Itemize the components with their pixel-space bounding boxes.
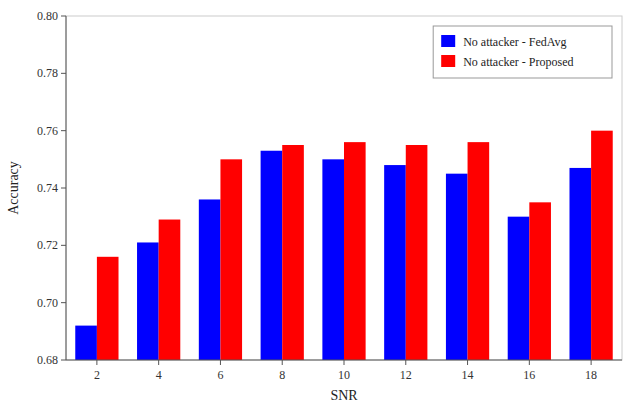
y-tick-label: 0.68 [37, 353, 58, 367]
x-tick [405, 360, 406, 365]
chart: 0.68 0.70 0.72 0.74 0.76 0.78 0.80 2 4 6 8 10 12 14 16… [0, 0, 638, 412]
bar [322, 159, 344, 360]
x-axis: 2 4 6 8 10 12 14 16 18 [94, 360, 597, 382]
bar [569, 168, 591, 360]
bar [261, 151, 283, 360]
y-tick-label: 0.74 [37, 181, 58, 195]
bar [159, 220, 181, 360]
bar [282, 145, 304, 360]
plot-area [66, 16, 622, 360]
bar [591, 131, 613, 360]
y-tick-label: 0.78 [37, 66, 58, 80]
y-tick-label: 0.72 [37, 238, 58, 252]
x-tick [529, 360, 530, 365]
x-axis-title: SNR [330, 388, 358, 403]
x-tick [282, 360, 283, 365]
y-axis-line [66, 16, 67, 360]
chart-container: 0.68 0.70 0.72 0.74 0.76 0.78 0.80 2 4 6 8 10 12 14 16… [0, 0, 638, 412]
x-axis-line [66, 360, 622, 361]
y-tick-label: 0.80 [37, 9, 58, 23]
legend-swatch [441, 55, 455, 67]
x-tick [220, 360, 221, 365]
y-tick [61, 130, 66, 131]
bar [508, 217, 530, 360]
x-tick [344, 360, 345, 365]
x-tick [158, 360, 159, 365]
y-tick [61, 302, 66, 303]
bar [75, 326, 97, 360]
x-tick [467, 360, 468, 365]
y-tick [61, 188, 66, 189]
legend: No attacker - FedAvg No attacker - Propos… [433, 26, 612, 78]
y-axis: 0.68 0.70 0.72 0.74 0.76 0.78 0.80 [37, 9, 66, 367]
bar [384, 165, 406, 360]
y-tick [61, 73, 66, 74]
bar [97, 257, 119, 360]
y-tick [61, 245, 66, 246]
bar [468, 142, 490, 360]
bar [220, 159, 242, 360]
legend-swatch [441, 35, 455, 47]
bar [199, 199, 221, 360]
y-tick [61, 16, 66, 17]
x-tick-label: 2 [94, 368, 100, 382]
x-tick-label: 16 [523, 368, 535, 382]
bar [529, 202, 551, 360]
bar [137, 242, 159, 360]
x-tick [96, 360, 97, 365]
bar [446, 174, 468, 360]
bar [406, 145, 428, 360]
y-axis-title: Accuracy [6, 161, 21, 215]
bars [75, 131, 612, 360]
x-tick-label: 4 [156, 368, 162, 382]
y-tick-label: 0.70 [37, 296, 58, 310]
x-tick-label: 18 [585, 368, 597, 382]
x-tick-label: 8 [279, 368, 285, 382]
x-tick-label: 10 [338, 368, 350, 382]
y-tick [61, 360, 66, 361]
legend-box [433, 26, 612, 78]
x-tick [591, 360, 592, 365]
x-tick-label: 12 [400, 368, 412, 382]
legend-label: No attacker - Proposed [463, 55, 573, 69]
x-tick-label: 14 [462, 368, 474, 382]
y-tick-label: 0.76 [37, 124, 58, 138]
bar [344, 142, 366, 360]
legend-label: No attacker - FedAvg [463, 35, 566, 49]
x-tick-label: 6 [217, 368, 223, 382]
